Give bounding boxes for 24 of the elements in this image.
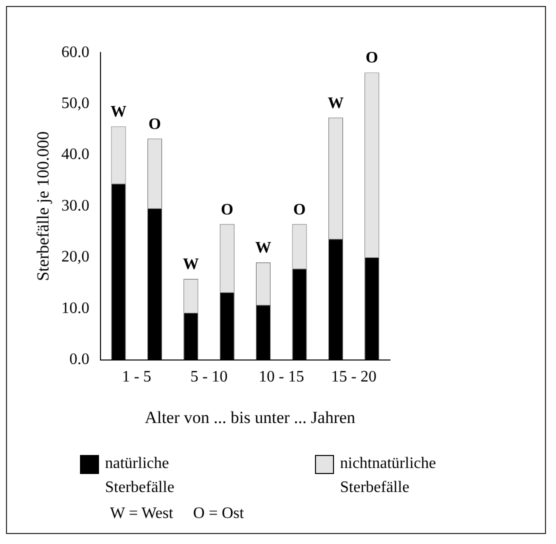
data-label: O (293, 201, 306, 218)
y-axis-title: Sterbefälle je 100.000 (34, 131, 53, 282)
x-tick-label: 5 - 10 (190, 368, 228, 386)
data-label: O (366, 50, 378, 67)
x-axis-title: Alter von ... bis unter ... Jahren (144, 408, 356, 428)
legend-label: natürliche Sterbefälle (105, 454, 176, 498)
x-tick-label: 15 - 20 (331, 368, 376, 386)
data-label: O (148, 116, 161, 133)
data-label: W (182, 256, 199, 274)
y-tick-label: 0.0 (69, 351, 90, 368)
text: W = West O = Ost (110, 505, 244, 523)
y-tick-label: 40.0 (61, 146, 90, 164)
x-tick-label: 10 - 15 (258, 368, 304, 386)
y-tick-label: 20,0 (61, 248, 90, 266)
y-tick-label: 30.0 (61, 197, 90, 214)
x-tick-label: 1 - 5 (122, 368, 152, 386)
y-tick-label: 10.0 (61, 300, 90, 317)
data-label: W (110, 103, 126, 120)
data-label: O (220, 201, 234, 218)
data-label: W (255, 240, 272, 257)
data-label: W (328, 94, 344, 112)
y-tick-label: 50,0 (61, 95, 90, 112)
y-tick-label: 60.0 (61, 44, 90, 61)
legend-label: nichtnatürliche Sterbefälle (340, 454, 437, 498)
